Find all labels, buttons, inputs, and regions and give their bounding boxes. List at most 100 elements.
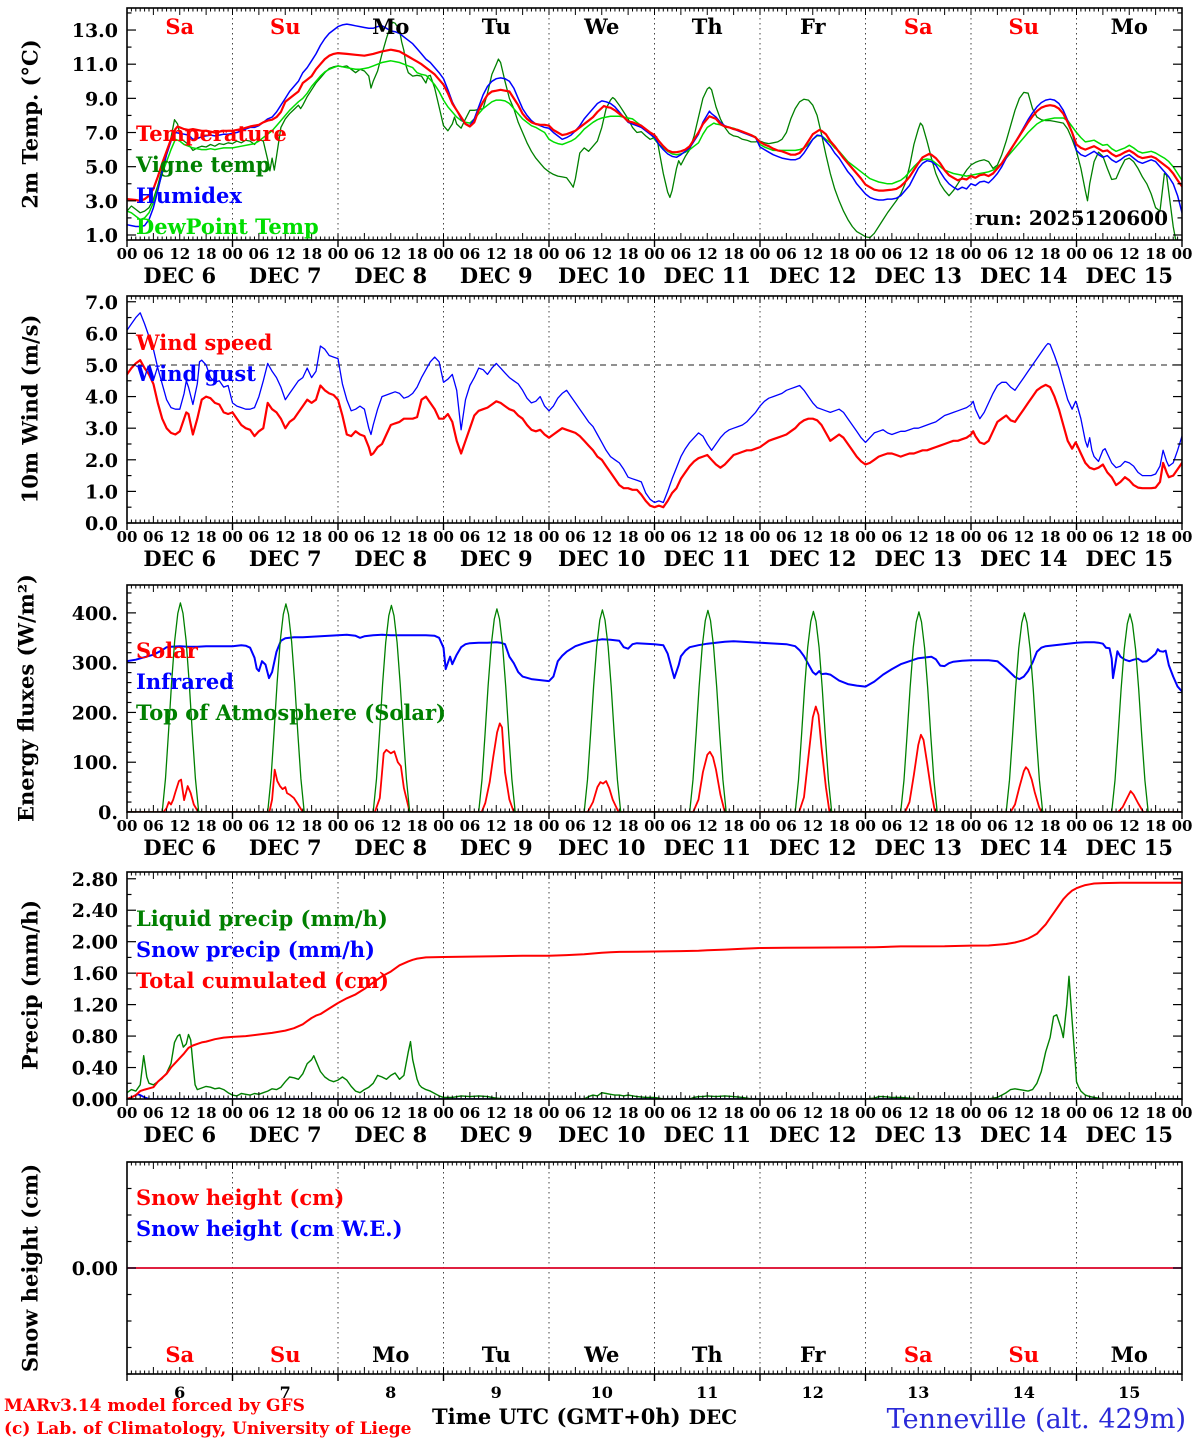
hour-label: 00 bbox=[117, 817, 138, 835]
wind-legend: Wind speed Wind gust bbox=[136, 327, 272, 389]
y-tick-label: 3.0 bbox=[85, 418, 118, 440]
hour-label: 06 bbox=[143, 1104, 164, 1122]
hour-label: 18 bbox=[407, 1104, 428, 1122]
hour-label: 06 bbox=[565, 1104, 586, 1122]
time-axis-label-text: Time UTC (GMT+0h) bbox=[432, 1404, 681, 1429]
y-tick-label: 3.0 bbox=[85, 191, 118, 213]
hour-label: 06 bbox=[459, 1104, 480, 1122]
date-caption: DEC 10 bbox=[558, 835, 645, 860]
date-caption: DEC 15 bbox=[1086, 263, 1173, 288]
hour-label: 00 bbox=[117, 528, 138, 546]
hour-label: 18 bbox=[723, 245, 744, 263]
legend-item-temperature: Temperature bbox=[136, 121, 287, 146]
time-axis-label: Time UTC (GMT+0h) DEC bbox=[432, 1404, 737, 1429]
hour-label: 18 bbox=[512, 1104, 533, 1122]
day-number-label: 11 bbox=[696, 1383, 718, 1402]
hour-label: 00 bbox=[117, 1104, 138, 1122]
model-credit: MARv3.14 model forced by GFS bbox=[4, 1396, 305, 1416]
series-infrared bbox=[127, 633, 1182, 693]
day-name-label: Su bbox=[270, 14, 300, 39]
hour-label: 00 bbox=[1066, 528, 1087, 546]
date-caption: DEC 11 bbox=[664, 263, 751, 288]
day-name-label: Su bbox=[1009, 1342, 1039, 1367]
hour-label: 00 bbox=[539, 245, 560, 263]
hour-label: 00 bbox=[1172, 245, 1193, 263]
date-caption: DEC 14 bbox=[980, 546, 1067, 571]
legend-item-wind-speed: Wind speed bbox=[136, 330, 273, 355]
hour-label: 00 bbox=[222, 245, 243, 263]
hour-label: 12 bbox=[802, 245, 823, 263]
y-tick-label: 0. bbox=[98, 802, 118, 824]
legend-item-snow-height-we: Snow height (cm W.E.) bbox=[136, 1216, 403, 1241]
hour-label: 00 bbox=[539, 1104, 560, 1122]
legend-item-humidex: Humidex bbox=[136, 183, 242, 208]
hour-label: 06 bbox=[670, 1104, 691, 1122]
day-name-label: Th bbox=[692, 14, 723, 39]
y-tick-label: 11.0 bbox=[72, 54, 118, 76]
panel-energy: 0. 100. 200. 300. 400. 00 06 12 18 00 06 12 18 00 06 12… bbox=[72, 584, 1192, 860]
hour-label: 12 bbox=[908, 817, 929, 835]
hour-label: 06 bbox=[143, 245, 164, 263]
hour-label: 06 bbox=[459, 245, 480, 263]
panel-temp: 1.0 3.0 5.0 7.0 9.0 11.0 13.0 Sa Su Mo Tu We Th Fr Sa S… bbox=[72, 7, 1193, 288]
hour-label: 12 bbox=[486, 245, 507, 263]
hour-label: 06 bbox=[354, 817, 375, 835]
date-caption: DEC 6 bbox=[143, 263, 216, 288]
y-tick-label: 5.0 bbox=[85, 157, 118, 179]
hour-label: 18 bbox=[934, 528, 955, 546]
hour-label: 06 bbox=[248, 528, 269, 546]
hour-label: 18 bbox=[512, 817, 533, 835]
hour-label: 00 bbox=[1066, 245, 1087, 263]
hour-label: 18 bbox=[1145, 528, 1166, 546]
hour-label: 00 bbox=[750, 817, 771, 835]
date-caption: DEC 12 bbox=[769, 546, 856, 571]
hour-label: 18 bbox=[301, 1104, 322, 1122]
date-caption: DEC 8 bbox=[354, 546, 427, 571]
hour-label: 06 bbox=[776, 528, 797, 546]
date-caption: DEC 13 bbox=[875, 1122, 962, 1147]
temp-legend: Temperature Vigne temp Humidex DewPoint … bbox=[136, 118, 319, 242]
hour-label: 12 bbox=[486, 528, 507, 546]
hour-label: 18 bbox=[1040, 528, 1061, 546]
date-caption: DEC 7 bbox=[249, 263, 322, 288]
hour-label: 12 bbox=[697, 817, 718, 835]
date-caption: DEC 10 bbox=[558, 1122, 645, 1147]
hour-label: 18 bbox=[301, 528, 322, 546]
series-liquid-precip-mm-h bbox=[127, 975, 1182, 1099]
series-solar bbox=[127, 705, 1182, 812]
date-caption: DEC 9 bbox=[460, 263, 533, 288]
hour-label: 00 bbox=[222, 817, 243, 835]
hour-label: 12 bbox=[1013, 1104, 1034, 1122]
hour-label: 00 bbox=[750, 528, 771, 546]
hour-label: 18 bbox=[934, 1104, 955, 1122]
hour-label: 18 bbox=[196, 1104, 217, 1122]
date-caption: DEC 9 bbox=[460, 1122, 533, 1147]
hour-label: 18 bbox=[407, 245, 428, 263]
hour-label: 00 bbox=[961, 817, 982, 835]
hour-label: 00 bbox=[961, 1104, 982, 1122]
day-name-label: Fr bbox=[800, 14, 827, 39]
hour-label: 06 bbox=[987, 1104, 1008, 1122]
date-caption: DEC 12 bbox=[769, 835, 856, 860]
hour-label: 18 bbox=[1145, 1104, 1166, 1122]
date-caption: DEC 12 bbox=[769, 263, 856, 288]
day-number-label: 8 bbox=[385, 1383, 396, 1402]
date-caption: DEC 14 bbox=[980, 263, 1067, 288]
day-number-label: 12 bbox=[802, 1383, 824, 1402]
y-tick-label: 1.0 bbox=[85, 481, 118, 503]
hour-label: 06 bbox=[881, 1104, 902, 1122]
date-caption: DEC 7 bbox=[249, 1122, 322, 1147]
y-axis-title-energy: Energy fluxes (W/m²) bbox=[13, 574, 39, 822]
day-number-label: 9 bbox=[491, 1383, 502, 1402]
hour-label: 18 bbox=[829, 528, 850, 546]
hour-label: 18 bbox=[829, 245, 850, 263]
y-tick-label: 1.60 bbox=[72, 963, 118, 985]
energy-legend: Solar Infrared Top of Atmosphere (Solar) bbox=[136, 635, 446, 728]
hour-label: 00 bbox=[750, 245, 771, 263]
hour-label: 12 bbox=[486, 1104, 507, 1122]
legend-item-toa: Top of Atmosphere (Solar) bbox=[136, 700, 446, 725]
hour-label: 06 bbox=[1092, 528, 1113, 546]
y-tick-label: 2.00 bbox=[72, 932, 118, 954]
hour-label: 00 bbox=[644, 1104, 665, 1122]
